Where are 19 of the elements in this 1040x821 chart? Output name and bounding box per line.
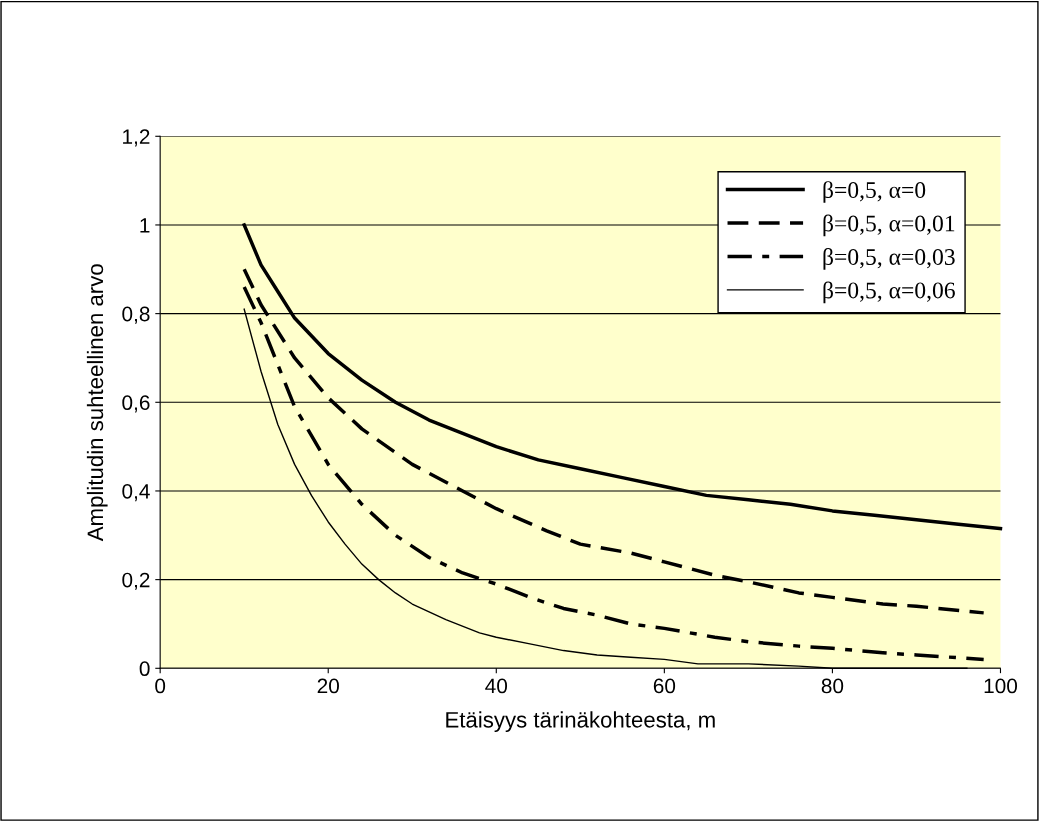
legend-label: β=0,5, α=0,03 [823,248,955,270]
x-tick-label: 0 [155,678,166,694]
x-tick-label: 60 [653,678,676,694]
x-tick-label: 20 [317,678,339,694]
y-tick-label: 0,2 [122,572,150,590]
y-tick-label: 0,6 [122,395,150,413]
y-tick-label: 0,8 [122,306,150,324]
y-axis-title: Amplitudin suhteellinen arvo [86,264,108,542]
x-axis-title: Etäisyys tärinäkohteesta, m [446,711,715,733]
legend-label: β=0,5, α=0,06 [823,281,955,304]
legend-label: β=0,5, α=0 [823,181,926,203]
y-tick-label: 0 [139,661,150,677]
y-tick-label: 1 [140,218,150,233]
x-tick-label: 100 [984,678,1018,694]
legend-label: β=0,5, α=0,01 [823,214,955,237]
y-tick-label: 0,4 [122,483,150,502]
y-tick-label: 1,2 [123,129,150,147]
x-tick-label: 80 [821,678,844,694]
x-tick-label: 40 [485,678,508,694]
